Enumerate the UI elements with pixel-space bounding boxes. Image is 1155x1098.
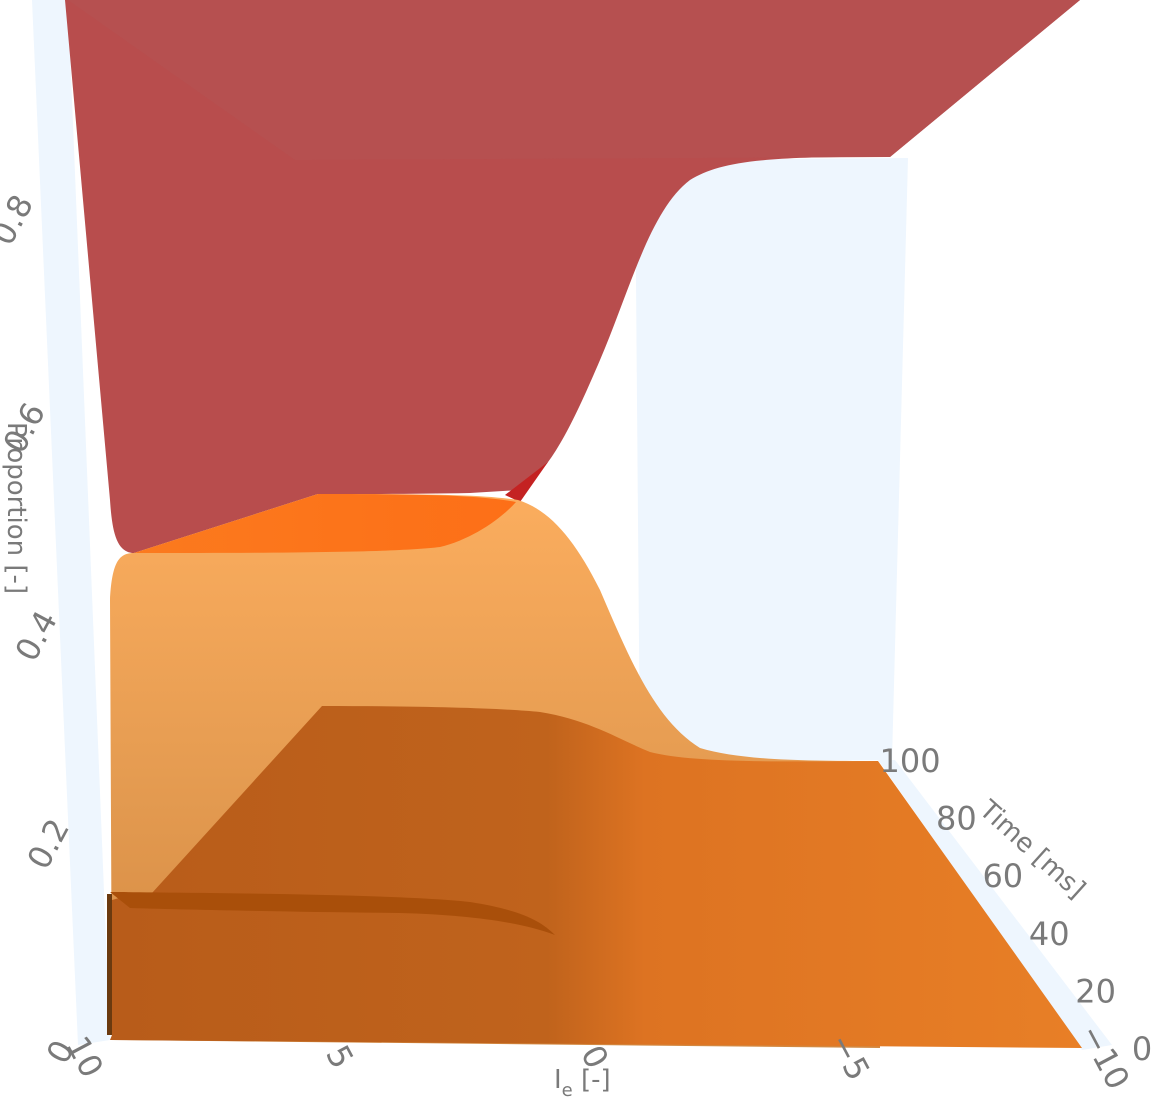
z-tick-label: 0.8 — [0, 188, 41, 251]
surface-orange-mid-top — [134, 494, 516, 553]
x-axis-title-suffix: [-] — [573, 1065, 611, 1095]
back-panel — [890, 0, 1155, 1093]
x-axis-title-sub: e — [562, 1080, 573, 1098]
y-tick-label: 80 — [936, 800, 977, 838]
surface-red-crease — [505, 462, 548, 502]
y-tick-label: 20 — [1075, 972, 1116, 1010]
surface-red-back — [68, 0, 1080, 160]
y-tick-label: 40 — [1029, 915, 1070, 953]
y-tick-label: 0 — [1132, 1030, 1152, 1068]
y-tick-label: 60 — [982, 857, 1023, 895]
z-tick-label: 0.4 — [8, 604, 65, 667]
back-wall — [635, 158, 908, 762]
surface-bottom-left-edge — [107, 894, 112, 1035]
surface-orange-front — [110, 706, 1082, 1048]
floor-strip — [878, 760, 1112, 1050]
x-axis-title: Ie [-] — [554, 1065, 611, 1098]
z-axis-title: Proportion [-] — [1, 422, 31, 594]
y-tick-label: 100 — [879, 742, 940, 780]
surface-bottom-ridge — [110, 892, 555, 935]
x-tick-label: 5 — [318, 1039, 361, 1075]
x-axis-title-main: I — [554, 1065, 562, 1095]
left-wall — [32, 0, 110, 1045]
